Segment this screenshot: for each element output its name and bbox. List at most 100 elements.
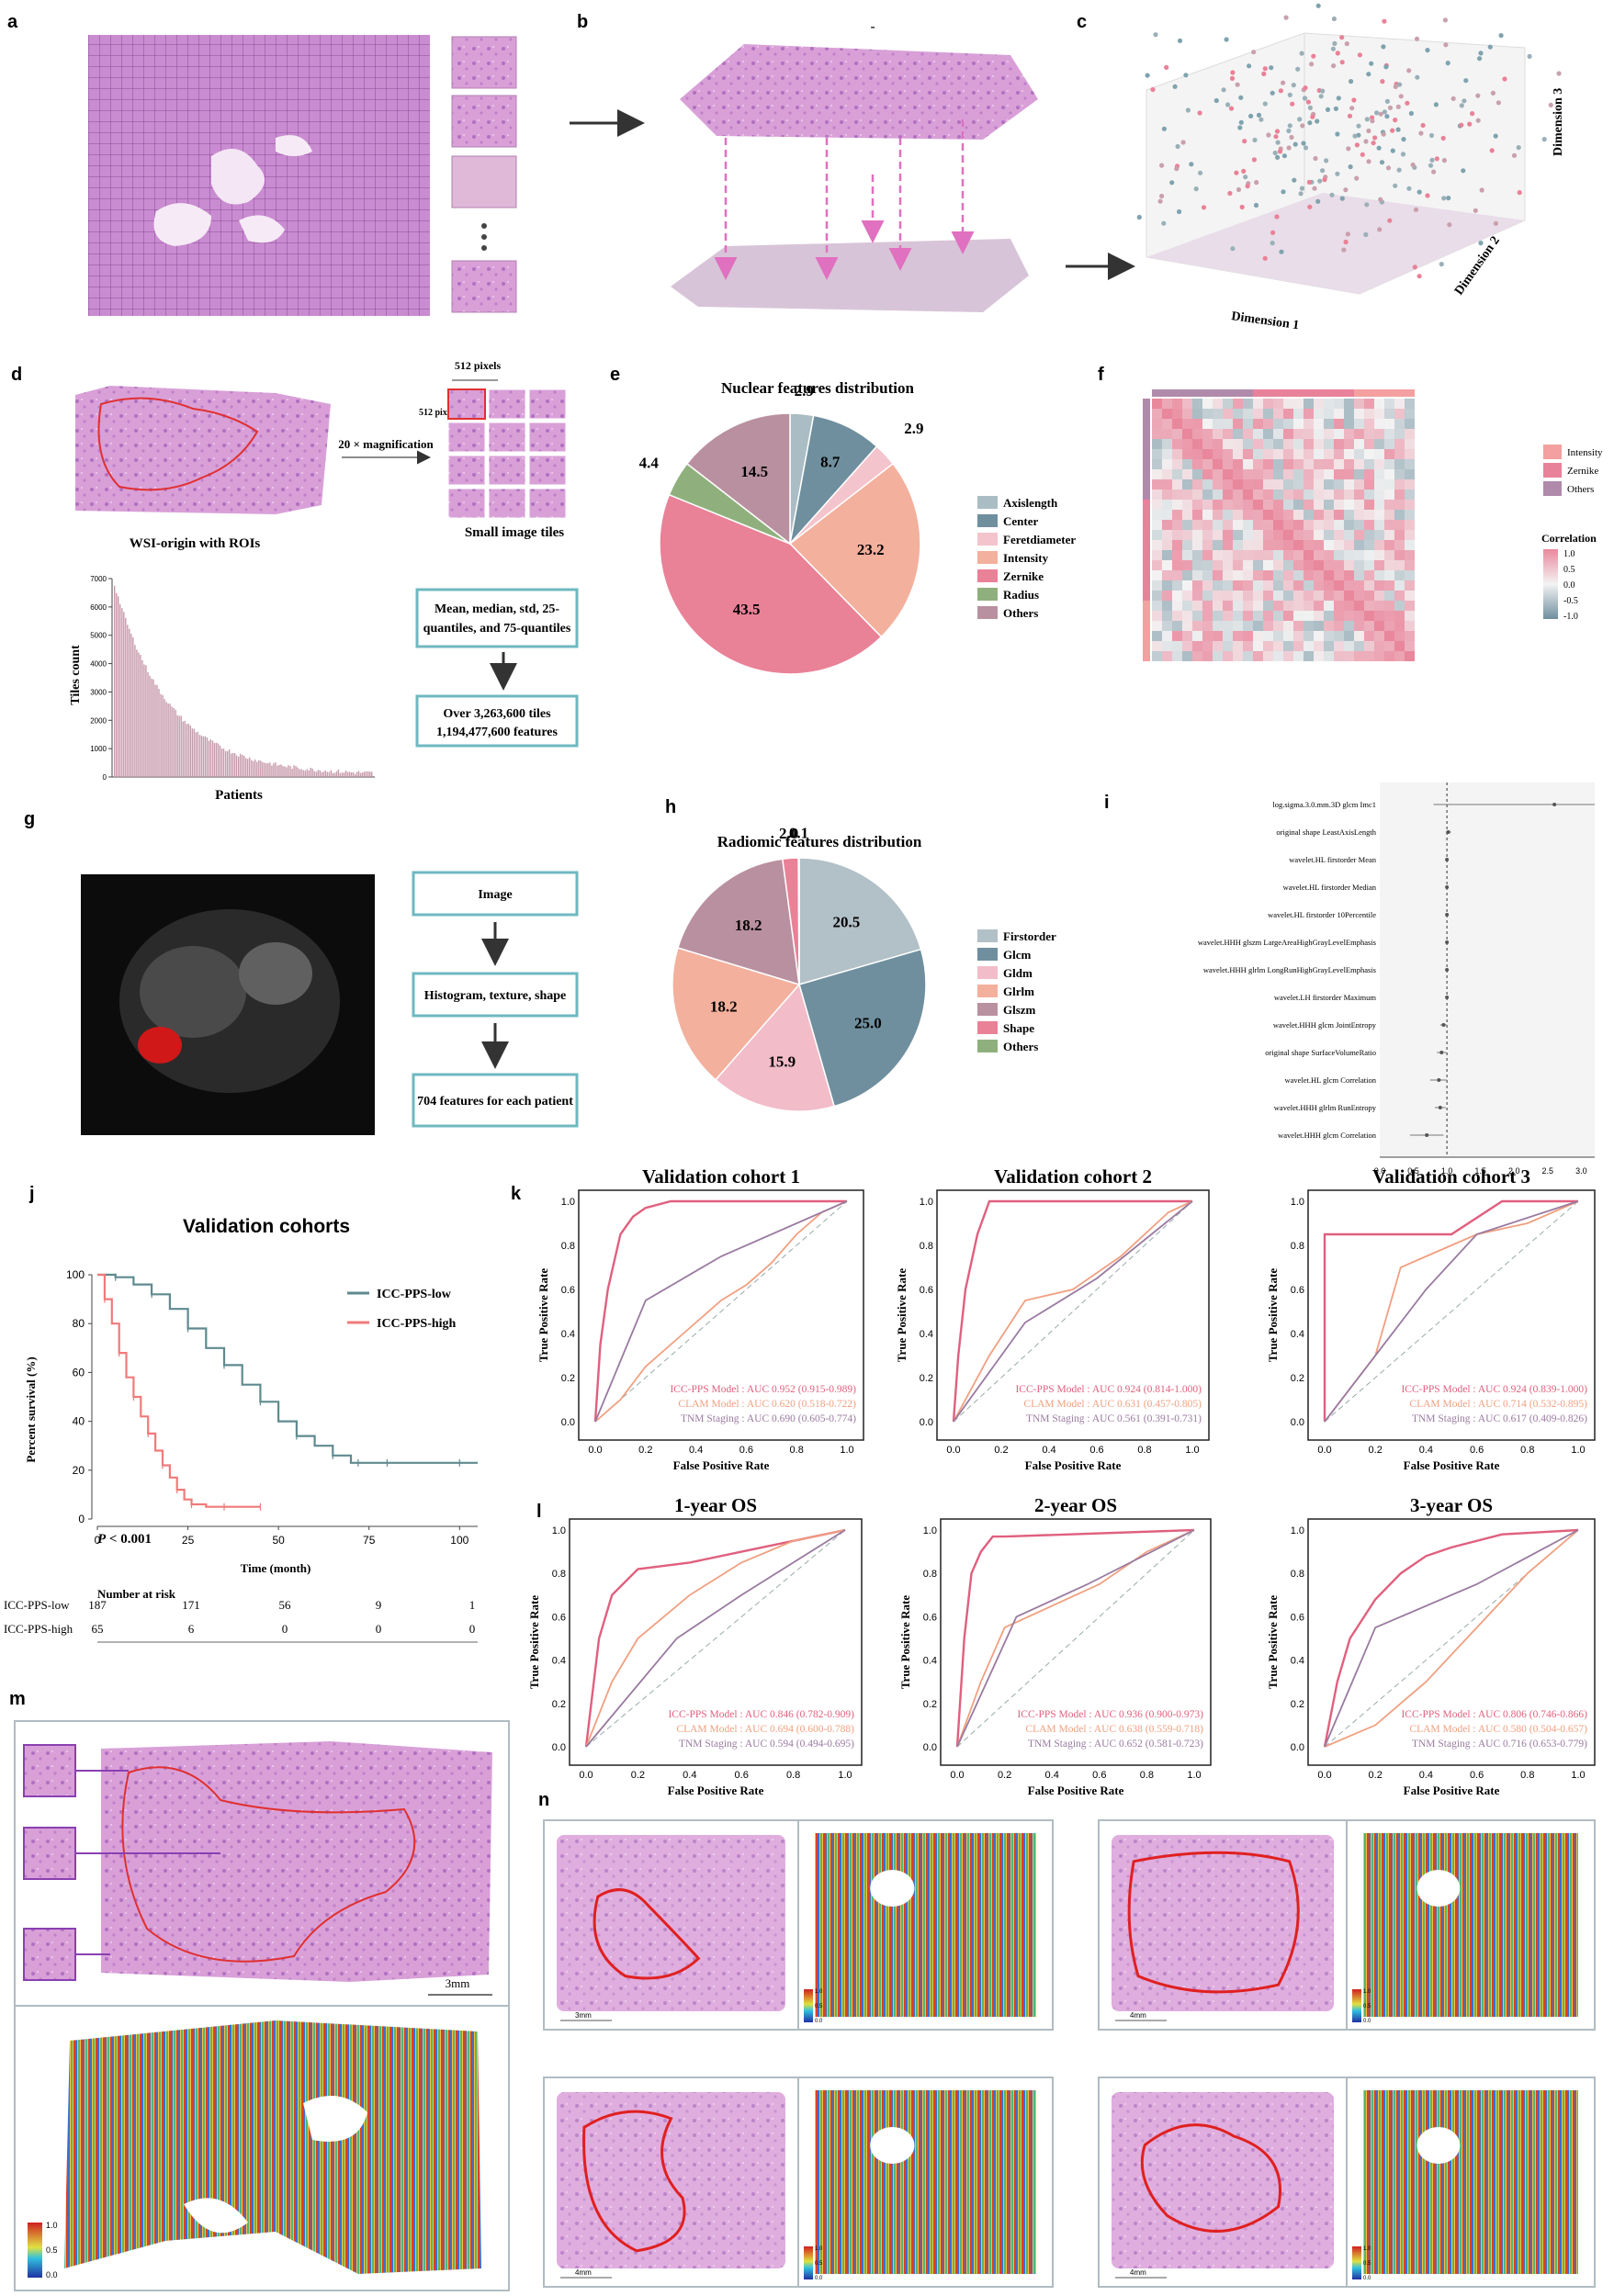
roc-auc-label: TNM Staging : AUC 0.652 (0.581-0.723) <box>1028 1739 1203 1750</box>
features-box <box>412 972 579 1018</box>
heatmap-cell <box>1253 520 1263 530</box>
scatter-point <box>1286 145 1292 151</box>
heatmap-cell <box>1172 601 1182 611</box>
histogram-bar <box>273 763 275 777</box>
feature-label: log.sigma.3.0.mm.3D glcm Imc1 <box>1272 800 1376 809</box>
x-tick-label: 0.8 <box>1520 1445 1534 1456</box>
scatter-point <box>1320 88 1326 94</box>
legend-swatch <box>977 1003 998 1016</box>
histogram-bar <box>191 728 193 777</box>
column-annotation <box>1304 389 1314 397</box>
heatmap-cell <box>1202 500 1213 510</box>
heatmap-cell <box>1192 520 1202 530</box>
scatter-point <box>1459 103 1464 108</box>
scale-label: 3mm <box>446 1976 470 1990</box>
scatter-point <box>1354 175 1360 181</box>
y-tick-label: 0.0 <box>923 1742 937 1753</box>
histogram-bar <box>127 625 129 777</box>
scatter-point <box>1225 102 1231 107</box>
heatmap-cell <box>1283 621 1293 631</box>
histogram-bar <box>114 585 116 777</box>
heatmap-cell <box>1192 591 1202 601</box>
heatmap-cell <box>1304 459 1314 469</box>
heatmap-cell <box>1223 641 1233 651</box>
heatmap-cell <box>1192 651 1202 661</box>
scatter-point <box>1318 94 1324 99</box>
heatmap-cell <box>1405 651 1415 661</box>
mri-liver <box>140 946 246 1038</box>
scatter-point <box>1447 222 1452 228</box>
pie-value-label: 18.2 <box>735 917 762 934</box>
heatmap-cell <box>1192 429 1202 439</box>
scatter-point <box>1298 191 1304 197</box>
km-xlabel: Time (month) <box>241 1561 311 1575</box>
histogram-bar <box>328 771 331 777</box>
heatmap-cell <box>1162 469 1172 479</box>
heatmap-cell <box>1364 490 1374 500</box>
histogram-bar <box>121 608 123 777</box>
heatmap-cell <box>1364 641 1374 651</box>
column-annotation <box>1314 389 1324 397</box>
heatmap-cell <box>1314 621 1324 631</box>
histogram-bar <box>165 702 167 777</box>
heatmap-cell <box>1253 611 1263 621</box>
scatter-point <box>1376 145 1382 151</box>
heatmap-cell <box>1253 591 1263 601</box>
scatter-point <box>1329 192 1335 197</box>
scatter-point <box>1277 149 1283 154</box>
y-tick-label: 1.0 <box>1291 1525 1304 1536</box>
heatmap-cell <box>1152 591 1162 601</box>
scatter-point <box>1406 186 1412 191</box>
heatmap-cell <box>1213 449 1223 459</box>
heatmap-cell <box>1384 500 1394 510</box>
heatmap-cell <box>1162 611 1172 621</box>
heatmap-cell <box>1344 611 1354 621</box>
heatmap-cell <box>1213 520 1223 530</box>
colorbar <box>1352 1989 1361 2022</box>
heatmap-cell <box>1233 520 1243 530</box>
heatmap-cell <box>1293 550 1304 560</box>
pie-slice <box>714 983 836 1112</box>
heatmap-cell <box>1202 621 1213 631</box>
heatmap-cell <box>1213 500 1223 510</box>
heatmap-cell <box>1182 459 1192 469</box>
scatter-point <box>1281 189 1286 195</box>
heatmap-cell <box>1182 621 1192 631</box>
scatter-point <box>1301 141 1306 146</box>
y-tick-label: 0.4 <box>920 1329 933 1340</box>
roc-curve <box>584 1528 846 1748</box>
scatter-point <box>1262 66 1268 72</box>
heatmap-cell <box>1324 621 1334 631</box>
heatmap-cell <box>1384 479 1394 490</box>
x-tick-label: 0.2 <box>631 1770 645 1781</box>
heatmap-cell <box>1283 631 1293 641</box>
image-tile <box>447 422 486 453</box>
heatmap-cell <box>1293 530 1304 540</box>
heatmap-cell <box>1344 500 1354 510</box>
heatmap-cell <box>1364 530 1374 540</box>
histogram-bar <box>333 772 336 777</box>
heatmap-cell <box>1324 500 1334 510</box>
heatmap-cell <box>1324 591 1334 601</box>
scale-label: 4mm <box>1130 2268 1146 2277</box>
scatter-point <box>1498 33 1504 39</box>
x-tick-label: 0.0 <box>588 1445 602 1456</box>
heatmap-cell <box>1374 550 1384 560</box>
scatter-point <box>1439 262 1444 267</box>
heatmap-cell <box>1162 520 1172 530</box>
heatmap-cell <box>1394 601 1405 611</box>
y-tick-label: 0.2 <box>1291 1699 1304 1710</box>
histogram-bar <box>363 771 366 777</box>
heatmap-cell <box>1162 621 1172 631</box>
roi-outline <box>97 397 259 491</box>
pie-slice <box>672 947 801 1081</box>
heatmap-cell <box>1253 601 1263 611</box>
scatter-point <box>1379 160 1385 165</box>
heatmap-cell <box>1344 510 1354 520</box>
scatter-point <box>1343 239 1349 245</box>
heatmap-cell <box>1223 409 1233 419</box>
heatmap-cell <box>1273 399 1283 409</box>
heatmap-cell <box>1283 580 1293 591</box>
column-annotation <box>1152 389 1162 397</box>
